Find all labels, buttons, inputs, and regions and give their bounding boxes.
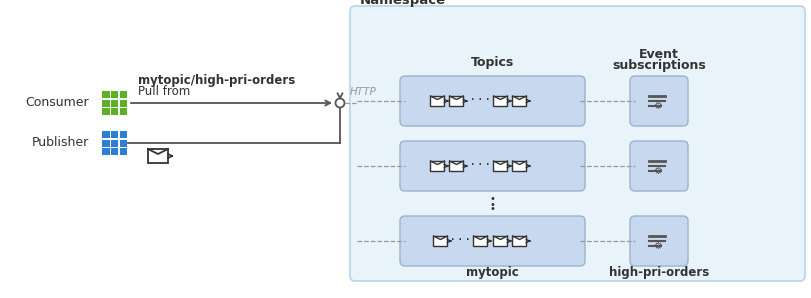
Text: •: • (489, 195, 495, 204)
FancyBboxPatch shape (493, 96, 507, 106)
FancyBboxPatch shape (629, 216, 687, 266)
FancyBboxPatch shape (449, 161, 463, 171)
Bar (120, 91, 127, 98)
FancyBboxPatch shape (350, 6, 804, 281)
Bar (111, 131, 118, 138)
Bar (102, 91, 109, 98)
Bar (120, 108, 127, 116)
Bar (120, 148, 127, 156)
FancyBboxPatch shape (148, 149, 168, 163)
FancyBboxPatch shape (400, 141, 584, 191)
Text: ⚙: ⚙ (652, 166, 661, 176)
Text: HTTP: HTTP (350, 87, 376, 97)
Bar (111, 140, 118, 147)
Text: ···: ··· (448, 234, 471, 246)
FancyBboxPatch shape (449, 96, 463, 106)
Bar (102, 100, 109, 107)
Text: Event: Event (638, 48, 678, 61)
FancyBboxPatch shape (629, 76, 687, 126)
Bar (111, 108, 118, 116)
FancyBboxPatch shape (512, 161, 526, 171)
Text: Namespace: Namespace (359, 0, 445, 7)
Text: •: • (489, 204, 495, 215)
FancyBboxPatch shape (400, 216, 584, 266)
Text: Topics: Topics (470, 56, 513, 69)
FancyBboxPatch shape (433, 236, 447, 246)
FancyBboxPatch shape (430, 161, 444, 171)
Text: high-pri-orders: high-pri-orders (608, 266, 708, 279)
FancyBboxPatch shape (493, 161, 507, 171)
Bar (102, 148, 109, 156)
Text: ···: ··· (469, 94, 491, 106)
Text: mytopic/high-pri-orders: mytopic/high-pri-orders (138, 74, 295, 87)
FancyBboxPatch shape (493, 236, 507, 246)
Bar (111, 91, 118, 98)
Text: subscriptions: subscriptions (611, 59, 705, 72)
Text: ⚙: ⚙ (652, 241, 661, 251)
Bar (111, 100, 118, 107)
FancyBboxPatch shape (430, 96, 444, 106)
Circle shape (335, 99, 344, 108)
Text: mytopic: mytopic (466, 266, 518, 279)
Bar (102, 140, 109, 147)
FancyBboxPatch shape (512, 236, 526, 246)
Text: •: • (489, 199, 495, 209)
Bar (120, 100, 127, 107)
FancyBboxPatch shape (629, 141, 687, 191)
Bar (102, 108, 109, 116)
Bar (120, 131, 127, 138)
Bar (120, 140, 127, 147)
Text: Consumer: Consumer (25, 97, 89, 109)
FancyBboxPatch shape (400, 76, 584, 126)
FancyBboxPatch shape (473, 236, 487, 246)
Bar (111, 148, 118, 156)
Text: Publisher: Publisher (32, 136, 89, 150)
Bar (102, 131, 109, 138)
Text: ···: ··· (469, 159, 491, 172)
FancyBboxPatch shape (512, 96, 526, 106)
Text: Pull from: Pull from (138, 85, 190, 98)
Text: ⚙: ⚙ (652, 101, 661, 111)
